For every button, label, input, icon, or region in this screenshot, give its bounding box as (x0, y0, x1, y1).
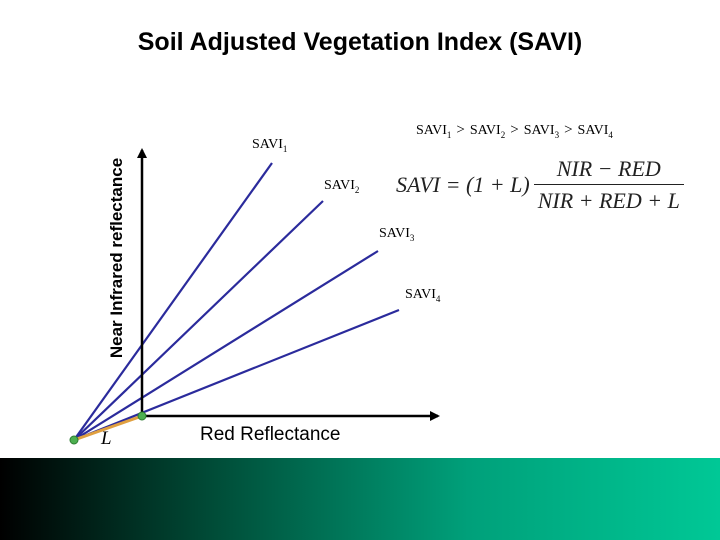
l-marker (69, 435, 79, 445)
savi-formula: SAVI = (1 + L) NIR − RED NIR + RED + L (396, 156, 684, 214)
x-axis-label: Red Reflectance (200, 424, 341, 445)
gt-operator: > (456, 122, 465, 138)
savi-line-3 (73, 250, 379, 441)
soil-offset-line (73, 414, 143, 442)
savi-line-2 (73, 200, 324, 441)
gt-operator: > (564, 122, 573, 138)
formula-numerator: NIR − RED (556, 156, 661, 181)
savi-inequality: SAVI1 > SAVI2 > SAVI3 > SAVI4 (416, 122, 613, 140)
savi-line-4-label: SAVI4 (405, 287, 441, 304)
savi-line-3-label: SAVI3 (379, 226, 415, 243)
savi-line-1-label: SAVI1 (252, 137, 288, 154)
formula-denominator: NIR + RED + L (533, 184, 684, 214)
formula-fraction: NIR − RED NIR + RED + L (533, 156, 684, 214)
gt-operator: > (510, 122, 519, 138)
origin-marker (137, 411, 147, 421)
formula-lhs: SAVI = (1 + L) (396, 172, 530, 197)
savi-line-4 (73, 308, 400, 442)
savi-line-2-label: SAVI2 (324, 178, 360, 195)
page-title: Soil Adjusted Vegetation Index (SAVI) (137, 28, 583, 56)
footer-gradient-band (0, 458, 720, 540)
savi-line-1 (73, 162, 273, 441)
y-axis-label: Near Infrared reflectance (107, 157, 126, 359)
l-symbol: L (101, 428, 112, 449)
